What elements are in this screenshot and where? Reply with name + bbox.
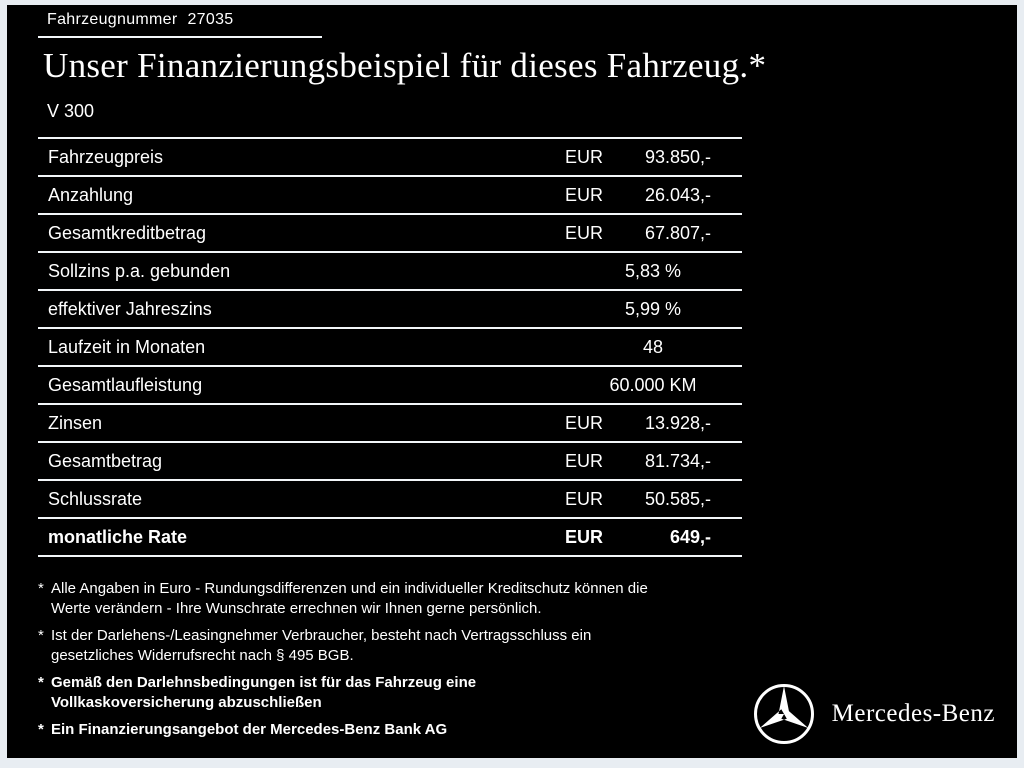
brand-logo: Mercedes-Benz — [752, 682, 995, 746]
footnote-text: Ein Finanzierungsangebot der Mercedes-Be… — [51, 721, 448, 738]
row-value: EUR 67.807,- — [565, 223, 711, 244]
currency: EUR — [565, 184, 604, 205]
currency: EUR — [565, 412, 604, 433]
currency: EUR — [565, 222, 604, 243]
row-label: monatliche Rate — [48, 526, 188, 547]
amount: 81.734,- — [644, 450, 711, 471]
footnote: * Alle Angaben in Euro - Rundungsdiffere… — [38, 579, 738, 619]
amount: 67.807,- — [644, 222, 711, 243]
row-label: Gesamtkreditbetrag — [48, 222, 207, 243]
footnote-text: Alle Angaben in Euro - Rundungsdifferenz… — [51, 580, 648, 617]
footnote: * Gemäß den Darlehnsbedingungen ist für … — [38, 673, 738, 713]
table-row: Anzahlung EUR 26.043,- — [38, 177, 742, 215]
table-row: Sollzins p.a. gebunden 5,83 % — [38, 253, 742, 291]
mercedes-star-icon — [753, 684, 814, 744]
vehicle-model: V 300 — [47, 101, 95, 121]
row-value: EUR 50.585,- — [565, 489, 711, 510]
row-value: 5,99 % — [624, 298, 682, 319]
row-label: Fahrzeugpreis — [48, 146, 164, 167]
financing-table: Fahrzeugpreis EUR 93.850,- Anzahlung EUR… — [38, 137, 742, 557]
financing-sheet: Fahrzeugnummer 27035 Unser Finanzierungsb… — [7, 5, 1017, 758]
footnote: * Ein Finanzierungsangebot der Mercedes-… — [38, 720, 738, 740]
amount: 649,- — [669, 526, 711, 547]
row-label: Gesamtbetrag — [48, 450, 163, 471]
row-label: effektiver Jahreszins — [48, 298, 212, 319]
row-value: 60.000 KM — [609, 374, 697, 395]
footnote-text: Gemäß den Darlehnsbedingungen ist für da… — [51, 674, 477, 711]
brand-name: Mercedes-Benz — [831, 700, 995, 727]
row-value: EUR 93.850,- — [565, 147, 711, 168]
table-row: Laufzeit in Monaten 48 — [38, 329, 742, 367]
row-label: Zinsen — [48, 412, 103, 433]
footnote: * Ist der Darlehens-/Leasingnehmer Verbr… — [38, 626, 738, 666]
row-value: 48 — [642, 336, 664, 357]
row-label: Sollzins p.a. gebunden — [48, 260, 231, 281]
amount: 50.585,- — [644, 488, 711, 509]
currency: EUR — [565, 146, 604, 167]
table-row: Fahrzeugpreis EUR 93.850,- — [38, 139, 742, 177]
row-value: 5,83 % — [624, 260, 682, 281]
page-title: Unser Finanzierungsbeispiel für dieses F… — [43, 46, 767, 85]
table-row: Gesamtkreditbetrag EUR 67.807,- — [38, 215, 742, 253]
footnotes: * Alle Angaben in Euro - Rundungsdiffere… — [38, 579, 738, 740]
footnote-marker: * — [38, 627, 44, 644]
row-value: EUR 649,- — [565, 527, 711, 548]
row-label: Schlussrate — [48, 488, 143, 509]
amount: 13.928,- — [644, 412, 711, 433]
table-row-monthly-rate: monatliche Rate EUR 649,- — [38, 519, 742, 557]
footnote-marker: * — [38, 721, 44, 738]
footnote-text: Ist der Darlehens-/Leasingnehmer Verbrau… — [51, 627, 592, 664]
currency: EUR — [565, 450, 604, 471]
vehicle-number: Fahrzeugnummer 27035 — [38, 11, 1017, 29]
row-value: EUR 81.734,- — [565, 451, 711, 472]
table-row: Zinsen EUR 13.928,- — [38, 405, 742, 443]
table-row: Gesamtlaufleistung 60.000 KM — [38, 367, 742, 405]
footnote-marker: * — [38, 674, 44, 691]
table-row: Schlussrate EUR 50.585,- — [38, 481, 742, 519]
table-row: Gesamtbetrag EUR 81.734,- — [38, 443, 742, 481]
row-value: EUR 13.928,- — [565, 413, 711, 434]
currency: EUR — [565, 488, 604, 509]
row-label: Anzahlung — [48, 184, 134, 205]
currency: EUR — [565, 526, 604, 547]
vehicle-number-value: 27035 — [187, 11, 234, 28]
footnote-marker: * — [38, 580, 44, 597]
row-label: Laufzeit in Monaten — [48, 336, 206, 357]
vehicle-number-label: Fahrzeugnummer — [47, 11, 178, 28]
table-row: effektiver Jahreszins 5,99 % — [38, 291, 742, 329]
amount: 93.850,- — [644, 146, 711, 167]
row-value: EUR 26.043,- — [565, 185, 711, 206]
amount: 26.043,- — [644, 184, 711, 205]
row-label: Gesamtlaufleistung — [48, 374, 203, 395]
header-divider — [38, 36, 322, 38]
